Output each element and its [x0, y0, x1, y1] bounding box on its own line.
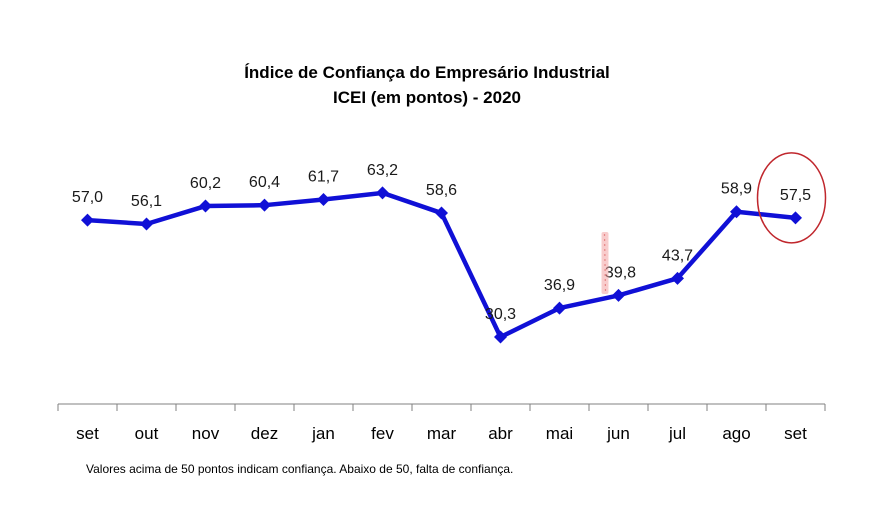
data-point-0	[81, 213, 94, 227]
x-tick-label-0: set	[76, 424, 99, 443]
data-label-4: 61,7	[308, 168, 339, 185]
x-tick-label-4: jan	[311, 424, 335, 443]
data-point-11	[730, 205, 743, 219]
data-point-6	[435, 206, 448, 220]
x-tick-label-7: abr	[488, 424, 513, 443]
data-point-8	[553, 301, 566, 315]
x-tick-label-12: set	[784, 424, 807, 443]
x-tick-label-10: jul	[668, 424, 686, 443]
data-point-4	[317, 192, 330, 206]
data-label-5: 63,2	[367, 162, 398, 179]
data-labels: 57,0 56,1 60,2 60,4 61,7 63,2 58,6 30,3 36,9 39,8…	[72, 162, 811, 323]
data-point-2	[199, 199, 212, 213]
x-tick-label-1: out	[135, 424, 159, 443]
red-mark	[601, 232, 609, 294]
x-tick-labels: set out nov dez jan fev mar abr mai jun jul ago set	[76, 424, 807, 443]
data-label-3: 60,4	[249, 174, 280, 191]
x-tick-label-6: mar	[427, 424, 457, 443]
x-axis	[57, 403, 826, 411]
data-label-2: 60,2	[190, 175, 221, 192]
data-point-9	[612, 288, 625, 302]
highlight	[756, 152, 827, 244]
data-point-3	[258, 198, 271, 212]
data-point-5	[376, 186, 389, 200]
data-point-12	[789, 211, 802, 225]
data-label-1: 56,1	[131, 193, 162, 210]
red-mark-bar	[601, 232, 609, 294]
data-label-0: 57,0	[72, 189, 103, 206]
data-label-7: 30,3	[485, 306, 516, 323]
x-tick-label-11: ago	[722, 424, 750, 443]
data-label-6: 58,6	[426, 182, 457, 199]
highlight-ellipse	[756, 152, 827, 244]
data-label-10: 43,7	[662, 247, 693, 264]
data-point-1	[140, 217, 153, 231]
data-point-10	[671, 271, 684, 285]
x-tick-label-2: nov	[192, 424, 220, 443]
x-tick-label-3: dez	[251, 424, 278, 443]
x-tick-label-5: fev	[371, 424, 394, 443]
data-label-12: 57,5	[780, 187, 811, 204]
data-label-8: 36,9	[544, 277, 575, 294]
data-label-9: 39,8	[605, 264, 636, 281]
series-markers	[81, 186, 802, 344]
chart-svg: Índice de Confiança do Empresário Indust…	[57, 63, 827, 443]
data-label-11: 58,9	[721, 181, 752, 198]
x-tick-label-9: jun	[606, 424, 630, 443]
x-tick-label-8: mai	[546, 424, 573, 443]
footnote: Valores acima de 50 pontos indicam confi…	[86, 462, 514, 476]
data-point-7	[494, 330, 507, 344]
chart-subtitle: ICEI (em pontos) - 2020	[333, 88, 521, 107]
chart-title: Índice de Confiança do Empresário Indust…	[244, 63, 610, 82]
